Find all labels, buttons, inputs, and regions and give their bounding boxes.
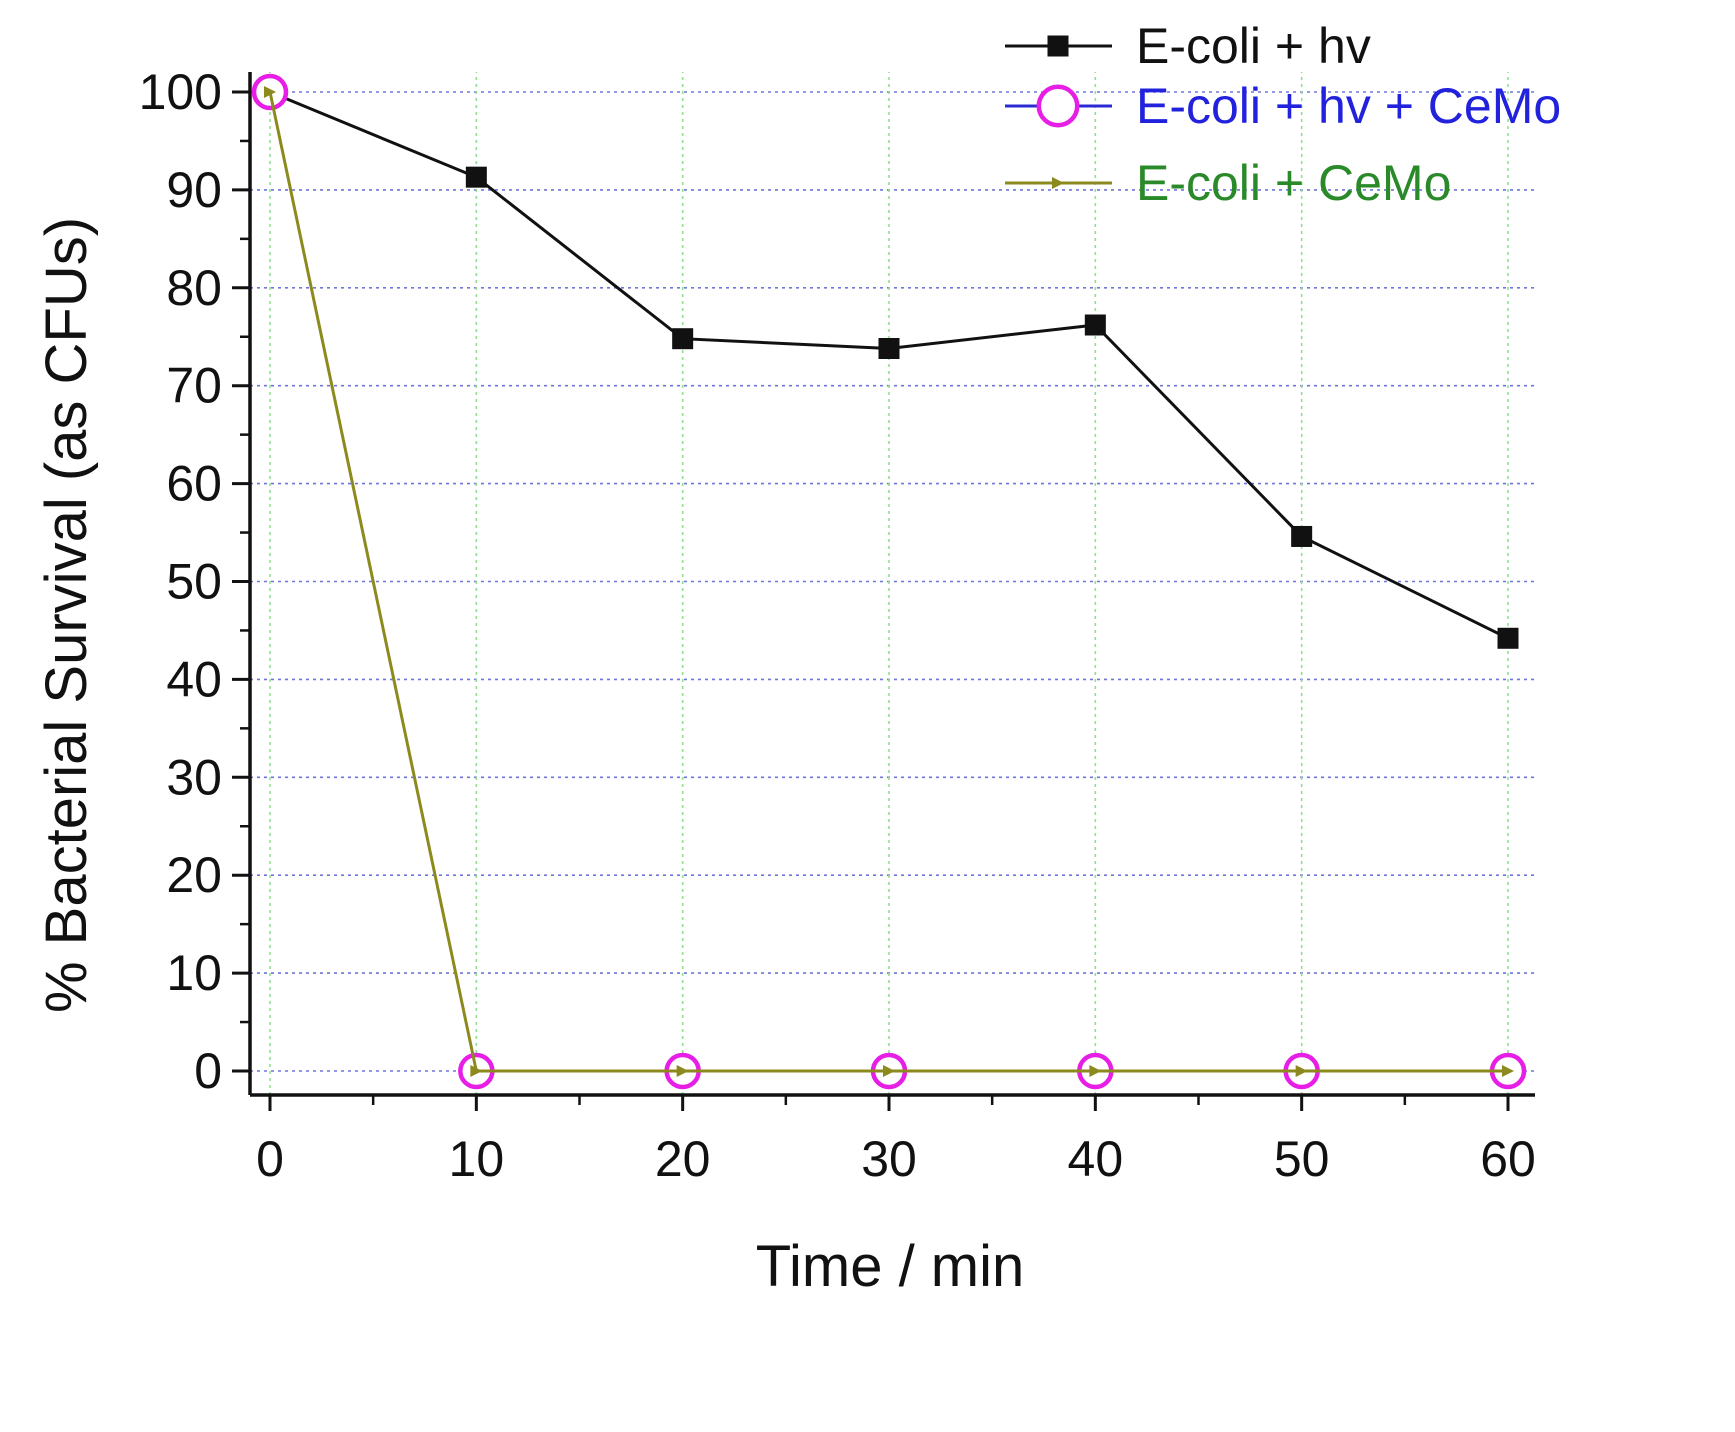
x-tick-label: 30	[861, 1131, 917, 1187]
y-axis-title: % Bacterial Survival (as CFUs)	[34, 217, 99, 1013]
legend-item: E-coli + hv + CeMo	[1005, 78, 1561, 134]
triangle-marker	[1295, 1065, 1308, 1077]
x-tick-label: 10	[449, 1131, 505, 1187]
x-tick-label: 0	[256, 1131, 284, 1187]
triangle-marker	[1502, 1065, 1514, 1077]
square-marker	[1084, 314, 1106, 336]
triangle-marker	[1052, 177, 1064, 189]
x-axis-title: Time / min	[756, 1234, 1025, 1299]
triangle-marker	[1089, 1065, 1102, 1077]
x-tick-label: 50	[1274, 1131, 1330, 1187]
legend-item: E-coli + CeMo	[1005, 155, 1451, 211]
legend: E-coli + hvE-coli + hv + CeMo E-coli + Ce…	[1005, 18, 1561, 211]
y-tick-label: 90	[166, 162, 222, 218]
plot-area	[251, 73, 1527, 1090]
triangle-marker	[264, 86, 276, 98]
square-marker	[1291, 525, 1313, 547]
y-tick-label: 40	[166, 651, 222, 707]
square-marker	[1497, 627, 1519, 649]
triangle-marker	[883, 1065, 895, 1077]
x-tick-label: 60	[1480, 1131, 1536, 1187]
x-tick-label: 20	[655, 1131, 711, 1187]
legend-label: E-coli + hv + CeMo	[1136, 78, 1561, 134]
square-marker	[465, 166, 487, 188]
triangle-marker	[676, 1065, 689, 1077]
legend-label: E-coli + hv	[1136, 18, 1371, 74]
axes: 0 10 20 30 40 50 60 70 80 90 100 0 10 20 30 40 50 60	[139, 64, 1536, 1187]
series-2	[264, 86, 1514, 1077]
y-tick-label: 80	[166, 260, 222, 316]
square-marker	[672, 328, 694, 350]
y-tick-label: 30	[166, 749, 222, 805]
y-tick-label: 70	[166, 358, 222, 414]
series-0	[259, 81, 1519, 649]
y-tick-label: 60	[166, 456, 222, 512]
y-tick-label: 50	[166, 554, 222, 610]
square-marker	[878, 337, 900, 359]
y-tick-label: 10	[166, 945, 222, 1001]
y-tick-label: 100	[139, 64, 222, 120]
y-tick-label: 0	[194, 1043, 222, 1099]
triangle-marker	[470, 1065, 483, 1077]
legend-label: E-coli + CeMo	[1136, 155, 1451, 211]
grid	[250, 72, 1535, 1095]
x-tick-label: 40	[1068, 1131, 1124, 1187]
y-tick-label: 20	[166, 847, 222, 903]
legend-item: E-coli + hv	[1005, 18, 1371, 74]
square-marker	[1047, 35, 1069, 57]
circle-marker	[1036, 84, 1080, 128]
